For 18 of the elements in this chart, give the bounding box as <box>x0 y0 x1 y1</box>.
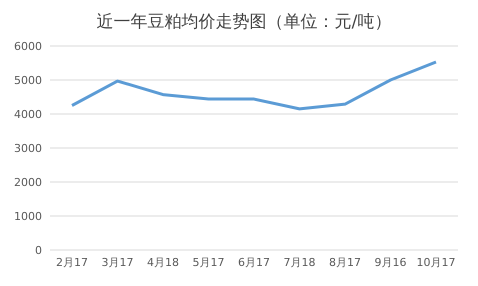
y-tick-label: 1000 <box>14 210 42 223</box>
y-tick-label: 3000 <box>14 142 42 155</box>
x-tick-label: 9月16 <box>374 256 406 269</box>
chart-title: 近一年豆粕均价走势图（单位：元/吨） <box>96 11 392 34</box>
y-tick-label: 5000 <box>14 74 42 87</box>
x-tick-label: 2月17 <box>56 256 88 269</box>
y-tick-label: 2000 <box>14 176 42 189</box>
x-tick-label: 7月18 <box>284 256 316 269</box>
y-tick-label: 6000 <box>14 40 42 53</box>
line-series <box>70 60 438 110</box>
x-tick-label: 10月17 <box>416 256 456 269</box>
y-tick-label: 4000 <box>14 108 42 121</box>
x-tick-label: 3月17 <box>102 256 134 269</box>
x-tick-label: 4月18 <box>147 256 179 269</box>
x-tick-label: 6月17 <box>238 256 270 269</box>
x-tick-label: 8月17 <box>329 256 361 269</box>
y-tick-label: 0 <box>35 244 42 257</box>
x-tick-label: 5月17 <box>192 256 224 269</box>
